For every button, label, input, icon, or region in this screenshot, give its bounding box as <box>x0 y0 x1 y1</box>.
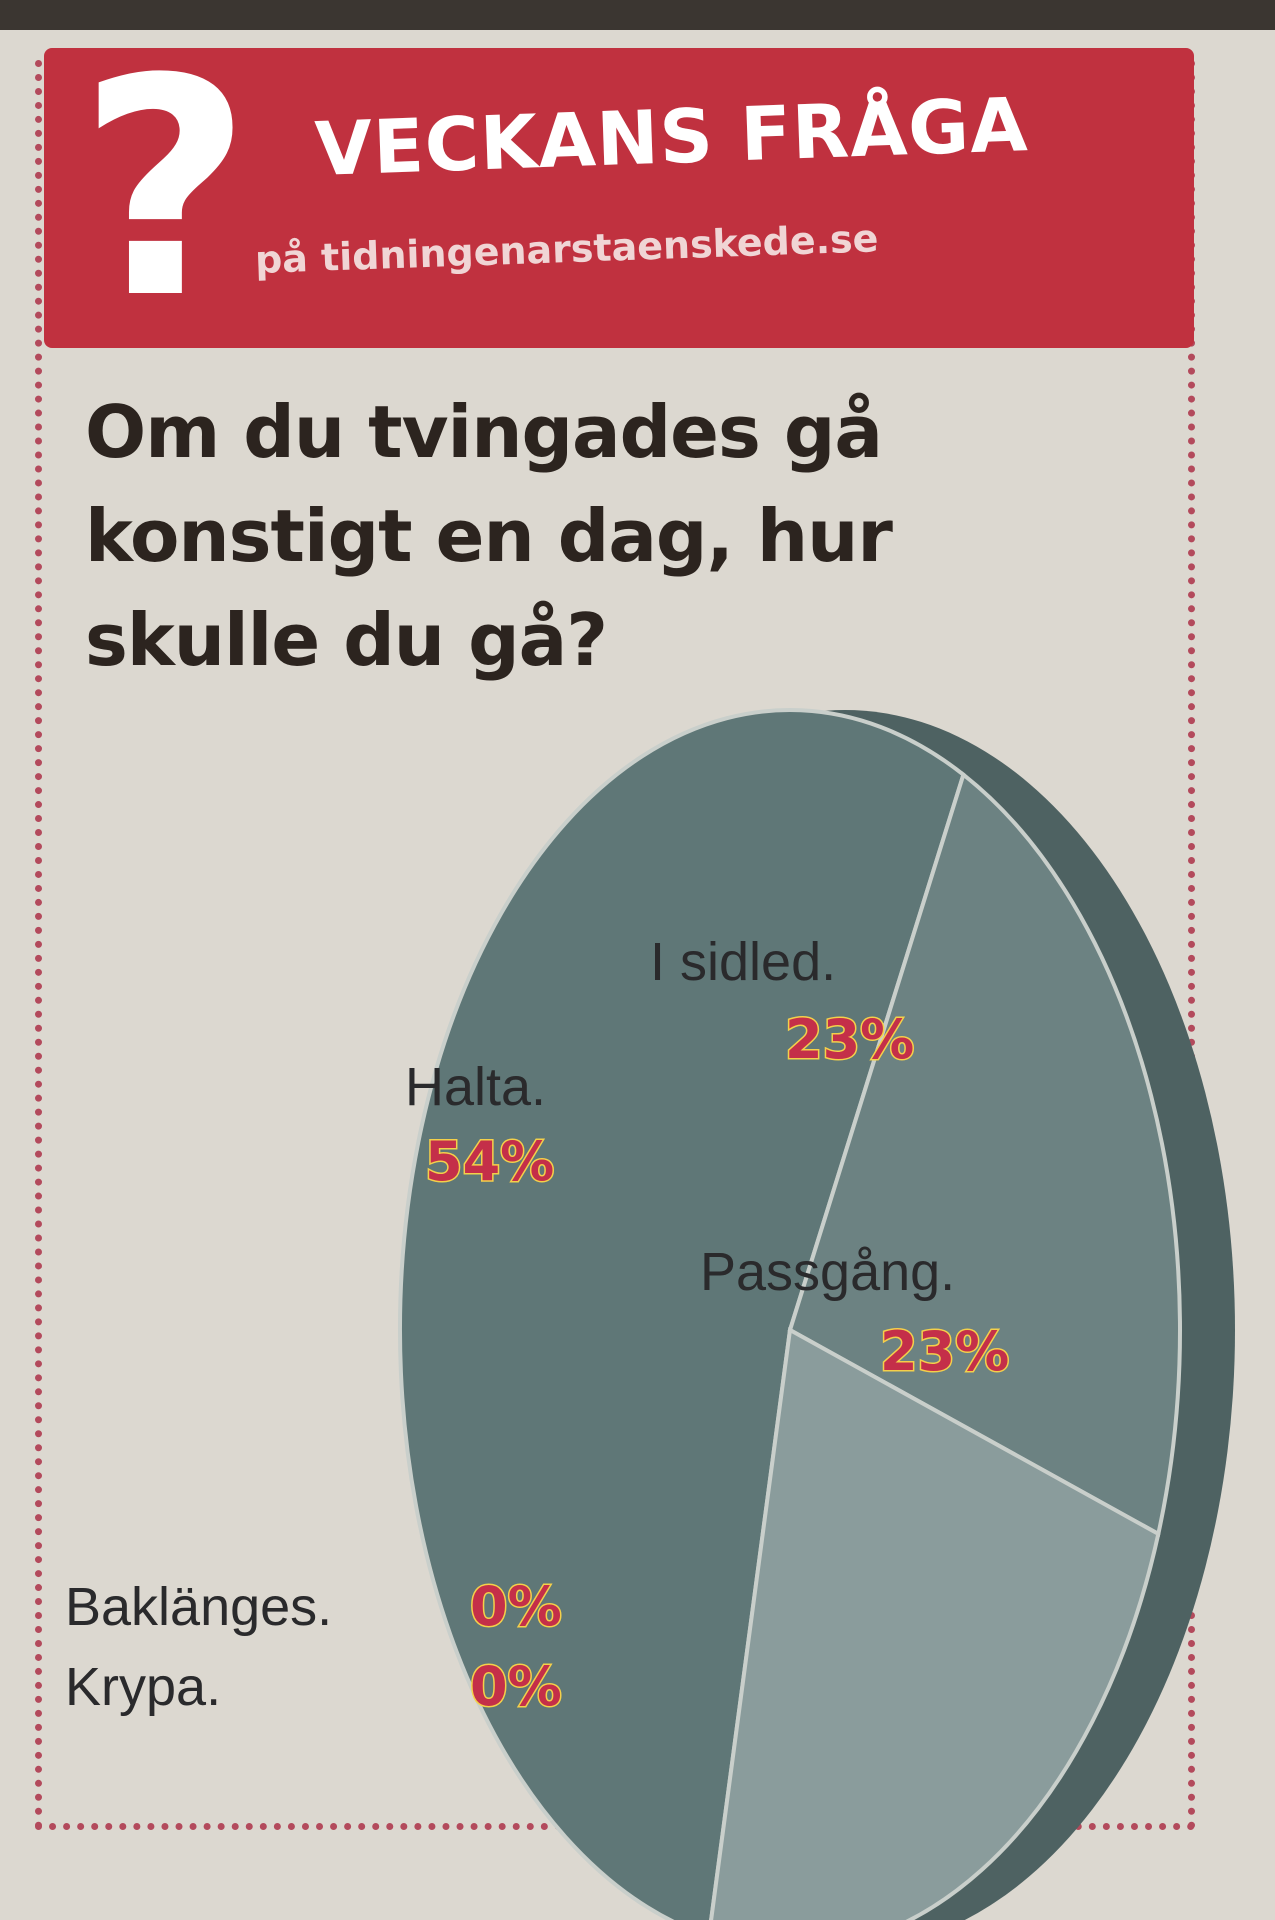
slice-value-label: 23% <box>785 1008 914 1071</box>
pie-slice <box>397 708 966 1920</box>
zero-entry-value: 0% <box>470 1575 562 1638</box>
question-line: konstigt en dag, hur <box>85 494 893 578</box>
pie-slice <box>787 771 1182 1537</box>
question-mark-icon: ? <box>78 15 253 364</box>
poll-question: Om du tvingades gå konstigt en dag, hur … <box>85 380 1035 692</box>
slice-value-label: 54% <box>425 1130 554 1193</box>
header-banner <box>44 48 1194 348</box>
zero-entry-value: 0% <box>470 1655 562 1718</box>
pie-slice <box>709 1326 1161 1920</box>
question-line: skulle du gå? <box>85 598 608 682</box>
slice-label: Halta. <box>405 1057 546 1117</box>
slice-value-label: 23% <box>880 1320 1009 1383</box>
zero-entry-label: Krypa. <box>65 1657 221 1717</box>
zero-entry-label: Baklänges. <box>65 1577 332 1637</box>
slice-label: Passgång. <box>700 1242 955 1302</box>
question-line: Om du tvingades gå <box>85 390 883 474</box>
photo-edge <box>0 0 1275 30</box>
slice-label: I sidled. <box>650 932 836 992</box>
